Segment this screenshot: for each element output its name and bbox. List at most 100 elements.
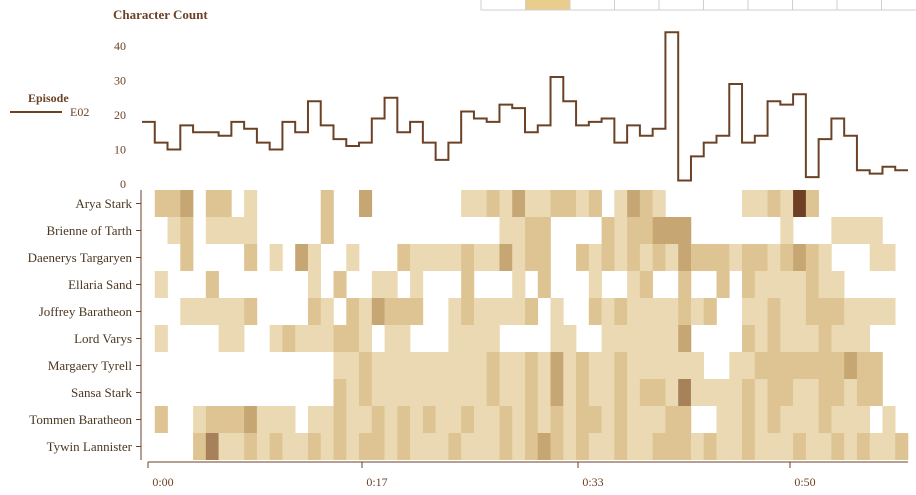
heatmap-cell xyxy=(818,433,832,460)
heatmap-cell xyxy=(346,406,360,433)
heatmap-cell xyxy=(486,379,500,406)
heatmap-cell xyxy=(537,244,551,271)
heatmap-cell xyxy=(473,325,487,352)
heatmap-cell xyxy=(256,406,270,433)
heatmap-cell xyxy=(218,298,232,325)
heatmap-cell xyxy=(461,433,475,460)
heatmap-cell xyxy=(231,217,245,244)
episode-cell[interactable] xyxy=(792,0,838,11)
heatmap-cell xyxy=(307,406,322,433)
heatmap-cell xyxy=(716,271,730,298)
heatmap-cell xyxy=(512,406,526,433)
heatmap-cell xyxy=(320,298,334,325)
heatmap-cell xyxy=(895,433,909,460)
heatmap-cell xyxy=(742,433,756,460)
heatmap-cell xyxy=(550,325,564,352)
heatmap-cell xyxy=(205,217,219,244)
episode-cell[interactable] xyxy=(480,0,526,11)
heatmap-cell xyxy=(690,433,705,460)
heatmap-cell xyxy=(525,433,539,460)
episode-cell[interactable] xyxy=(703,0,749,11)
heatmap-cell xyxy=(639,244,653,271)
heatmap-cell xyxy=(754,406,768,433)
heatmap-cell xyxy=(678,433,692,460)
heatmap-cell xyxy=(307,325,322,352)
heatmap-cell xyxy=(856,433,870,460)
heatmap-cell xyxy=(486,433,500,460)
heatmap-cell xyxy=(767,379,781,406)
heatmap-cell xyxy=(818,352,832,379)
heatmap-cell xyxy=(448,325,462,352)
heatmap-cell xyxy=(461,352,475,379)
heatmap-cell xyxy=(563,406,577,433)
heatmap-cell xyxy=(793,379,807,406)
heatmap-cell xyxy=(665,325,679,352)
episode-cell[interactable] xyxy=(525,0,571,11)
heatmap-cell xyxy=(576,352,590,379)
heatmap-cell xyxy=(295,244,309,271)
heatmap-cell xyxy=(282,406,296,433)
heatmap-cell xyxy=(588,433,602,460)
episode-selector-strip[interactable] xyxy=(480,0,916,11)
heatmap-cell xyxy=(499,298,513,325)
heatmap-cell xyxy=(754,379,768,406)
heatmap-cell xyxy=(525,244,539,271)
heatmap-cell xyxy=(754,325,768,352)
heatmap-cell xyxy=(410,379,424,406)
heatmap-cell xyxy=(218,433,232,460)
heatmap-cell xyxy=(550,298,564,325)
heatmap-cell xyxy=(767,244,781,271)
heatmap-cell xyxy=(512,352,526,379)
heatmap-cell xyxy=(601,244,615,271)
episode-cell[interactable] xyxy=(836,0,882,11)
heatmap-cell xyxy=(282,433,296,460)
heatmap-cell xyxy=(678,379,692,406)
heatmap-cell xyxy=(678,406,692,433)
episode-cell[interactable] xyxy=(614,0,660,11)
heatmap-cell xyxy=(742,190,756,217)
heatmap-cell xyxy=(563,433,577,460)
heatmap-cell xyxy=(665,298,679,325)
heatmap-cell xyxy=(384,325,398,352)
episode-cell[interactable] xyxy=(569,0,615,11)
heatmap-cell xyxy=(486,244,500,271)
heatmap-cell xyxy=(410,433,424,460)
heatmap-cell xyxy=(665,217,679,244)
x-tick-label: 0:50 xyxy=(794,475,815,489)
heatmap-cell xyxy=(180,217,194,244)
heatmap-cell xyxy=(307,298,322,325)
heatmap-cell xyxy=(588,190,602,217)
episode-cell[interactable] xyxy=(747,0,793,11)
heatmap-cell xyxy=(486,406,500,433)
heatmap-cell xyxy=(601,406,615,433)
heatmap-cell xyxy=(665,406,679,433)
heatmap-cell xyxy=(754,298,768,325)
episode-cell[interactable] xyxy=(881,0,916,11)
heatmap-cell xyxy=(614,352,628,379)
heatmap-cell xyxy=(780,379,794,406)
heatmap-cell xyxy=(780,244,794,271)
heatmap-cell xyxy=(729,379,743,406)
heatmap-cell xyxy=(780,298,794,325)
heatmap-cell xyxy=(205,298,219,325)
heatmap-cell xyxy=(627,190,641,217)
heatmap-cell xyxy=(397,379,411,406)
heatmap-cell xyxy=(422,244,436,271)
heatmap-cell xyxy=(690,244,705,271)
heatmap-cell xyxy=(371,352,385,379)
heatmap-cell xyxy=(384,352,398,379)
heatmap-cell xyxy=(742,298,756,325)
heatmap-cell xyxy=(793,271,807,298)
heatmap-cell xyxy=(869,298,883,325)
y-tick-label: 20 xyxy=(114,108,126,122)
heatmap-cell xyxy=(193,433,207,460)
heatmap-cell xyxy=(435,244,449,271)
heatmap-cell xyxy=(614,379,628,406)
episode-cell[interactable] xyxy=(658,0,704,11)
heatmap-cell xyxy=(410,244,424,271)
heatmap-cell xyxy=(690,352,705,379)
x-tick-label: 0:33 xyxy=(582,475,603,489)
heatmap-cell xyxy=(359,406,373,433)
heatmap-cell xyxy=(818,406,832,433)
